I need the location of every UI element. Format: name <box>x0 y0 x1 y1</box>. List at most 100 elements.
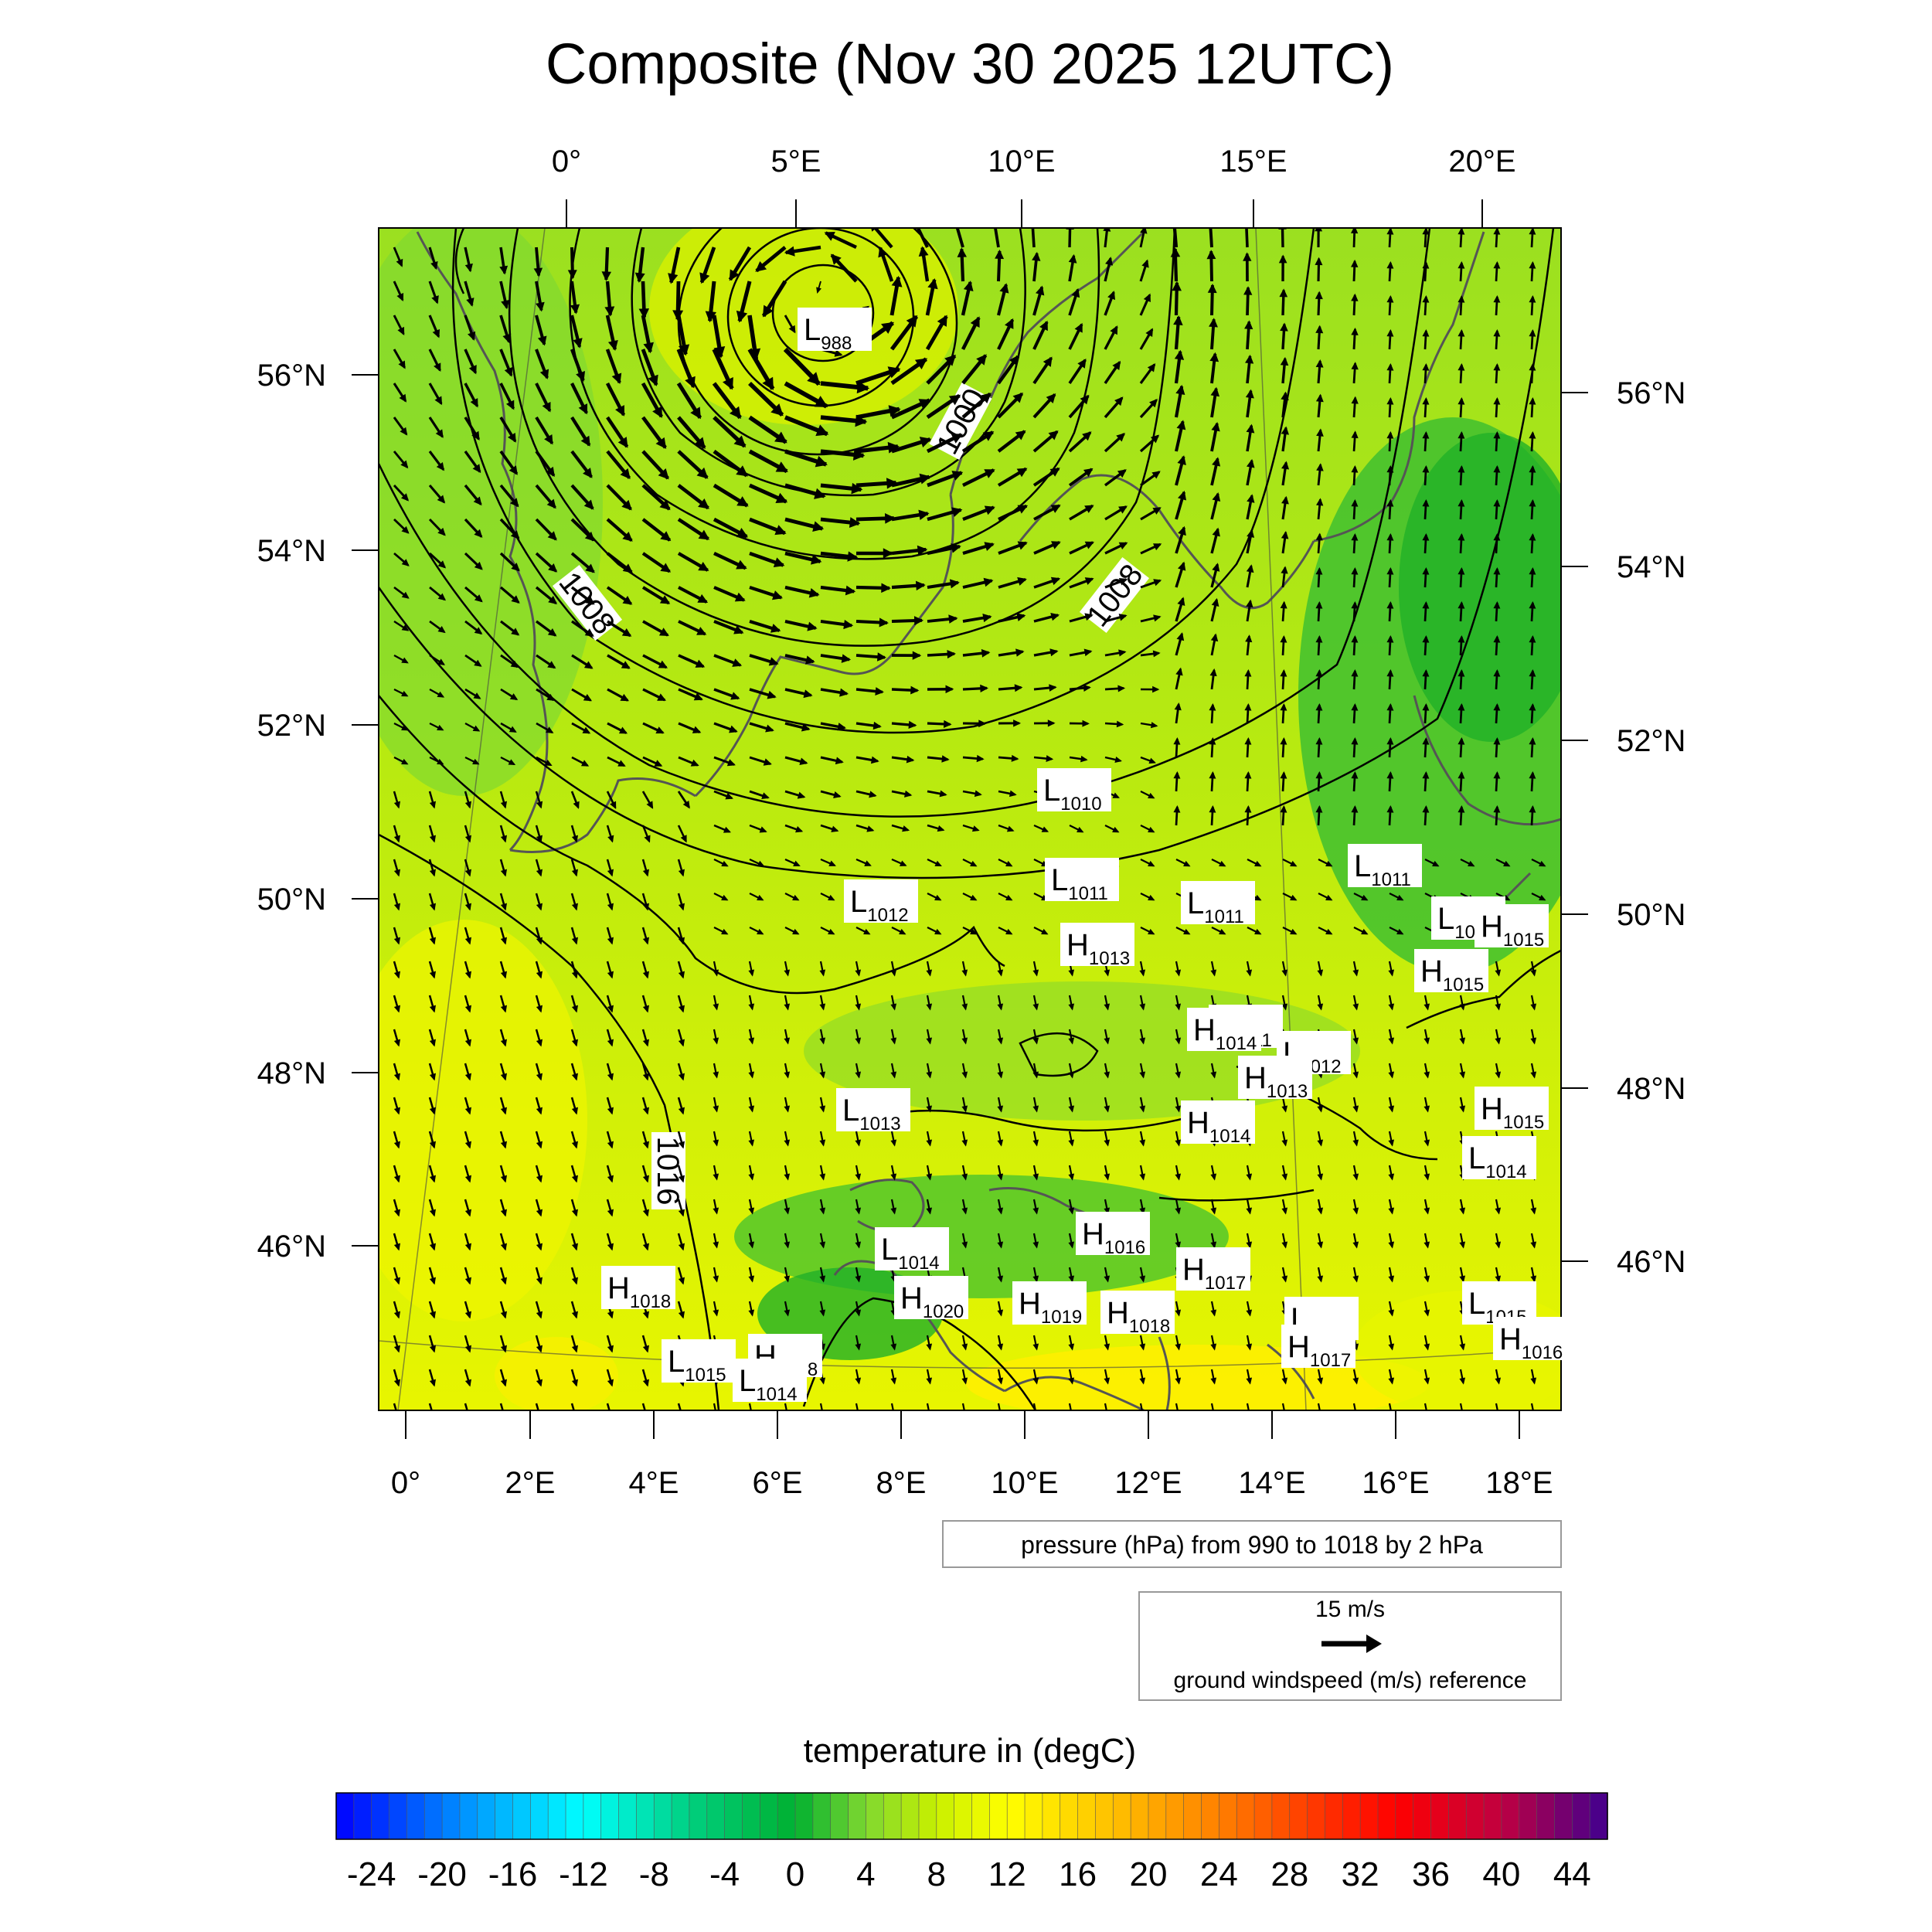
wind-arrowhead <box>1041 826 1049 832</box>
wind-arrowhead <box>1432 860 1440 867</box>
wind-arrowhead <box>1493 498 1501 507</box>
colorbar-cell <box>583 1792 602 1840</box>
wind-arrowhead <box>1351 498 1359 507</box>
wind-arrowhead <box>646 801 654 809</box>
wind-arrowhead <box>394 1413 400 1421</box>
wind-arrowhead <box>1458 804 1465 813</box>
wind-arrowhead <box>1317 1377 1324 1385</box>
wind-arrowhead <box>1246 1309 1253 1317</box>
wind-arrowhead <box>1210 1343 1217 1351</box>
wind-arrowhead <box>984 505 995 515</box>
wind-arrowhead <box>393 869 400 877</box>
wind-arrowhead <box>1423 1241 1430 1249</box>
wind-arrowhead <box>1316 463 1324 471</box>
wind-arrowhead <box>643 1413 649 1421</box>
wind-arrowhead <box>1351 634 1359 643</box>
bottom-lon-label: 16°E <box>1362 1466 1429 1500</box>
wind-arrowhead <box>890 1139 897 1147</box>
wind-arrowhead <box>831 825 839 832</box>
wind-arrowhead <box>1316 498 1324 506</box>
wind-arrowhead <box>1047 719 1056 727</box>
wind-arrowhead <box>393 1005 400 1013</box>
wind-arrowhead <box>1351 804 1359 813</box>
wind-arrowhead <box>1386 634 1394 643</box>
wind-arrowhead <box>583 661 594 669</box>
wind-arrowhead <box>1173 770 1181 779</box>
wind-arrowhead <box>816 287 821 294</box>
wind-arrowhead <box>748 969 755 977</box>
wind-arrowhead <box>1422 430 1430 439</box>
wind-arrowhead <box>890 1412 896 1419</box>
wind-arrowhead <box>401 657 409 664</box>
wind-arrowhead <box>1032 1207 1039 1215</box>
pressure-center-label: H1018 <box>1100 1291 1175 1337</box>
wind-arrowhead <box>1211 597 1219 607</box>
wind-arrowhead <box>1212 492 1221 502</box>
wind-arrowhead <box>1246 969 1253 977</box>
wind-arrowhead <box>1351 600 1359 609</box>
wind-arrowhead <box>819 1377 826 1385</box>
wind-arrowhead <box>1317 1105 1324 1113</box>
wind-arrowhead <box>733 435 747 447</box>
wind-arrowhead <box>659 595 671 604</box>
colorbar-tick-label: 40 <box>1482 1855 1520 1893</box>
pressure-center-label: H1015 <box>1475 904 1549 951</box>
wind-arrowhead <box>1084 613 1094 621</box>
wind-arrowhead <box>812 521 825 532</box>
wind-arrowhead <box>1104 1173 1111 1181</box>
wind-arrowhead <box>890 1071 897 1079</box>
wind-arrowhead <box>1210 1173 1217 1181</box>
wind-arrowhead <box>432 328 440 338</box>
wind-arrowhead <box>1468 860 1475 867</box>
wind-arrowhead <box>997 1105 1004 1113</box>
wind-arrowhead <box>1210 1377 1217 1385</box>
wind-arrowhead <box>1139 1037 1146 1045</box>
wind-arrowhead <box>997 1241 1004 1249</box>
pressure-center-label: L1011 <box>1348 844 1422 890</box>
wind-arrowhead <box>1280 322 1288 332</box>
wind-arrowhead <box>1147 362 1156 372</box>
wind-arrowhead <box>1068 1003 1075 1011</box>
wind-arrowhead <box>536 801 543 809</box>
wind-arrowhead <box>696 627 707 635</box>
colorbar-cell <box>918 1792 937 1840</box>
wind-arrowhead <box>573 338 583 349</box>
wind-arrowhead <box>1116 433 1126 442</box>
wind-arrowhead <box>970 860 978 867</box>
wind-arrowhead <box>642 1311 649 1319</box>
wind-arrowhead <box>755 260 767 272</box>
wind-arrow <box>855 1403 859 1410</box>
wind-arrowhead <box>1352 969 1359 977</box>
wind-arrowhead <box>984 542 995 552</box>
wind-arrowhead <box>730 692 740 700</box>
pressure-center-label: L1014 <box>733 1359 807 1405</box>
wind-arrow <box>1317 1403 1321 1410</box>
wind-arrowhead <box>682 800 690 809</box>
wind-arrowhead <box>1386 260 1394 269</box>
wind-arrowhead <box>1529 634 1536 643</box>
wind-arrowhead <box>582 726 591 734</box>
wind-arrowhead <box>607 1345 614 1353</box>
wind-arrowhead <box>1530 1275 1537 1283</box>
wind-arrowhead <box>952 216 961 226</box>
wind-arrowhead <box>536 1209 543 1217</box>
wind-arrowhead <box>622 563 633 573</box>
wind-arrowhead <box>775 492 788 503</box>
wind-arrowhead <box>1068 1173 1075 1181</box>
wind-arrowhead <box>464 1277 471 1285</box>
wind-arrowhead <box>997 1071 1004 1079</box>
wind-arrowhead <box>729 725 738 733</box>
wind-arrowhead <box>1104 1105 1111 1113</box>
wind-arrowhead <box>1112 360 1121 370</box>
wind-arrowhead <box>607 1209 614 1217</box>
wind-arrowhead <box>658 660 668 668</box>
right-lat-label: 48°N <box>1617 1072 1685 1106</box>
wind-arrowhead <box>642 937 649 945</box>
wind-arrowhead <box>607 1379 614 1387</box>
wind-arrowhead <box>604 306 615 317</box>
colorbar-cell <box>1448 1792 1468 1840</box>
wind-arrowhead <box>437 527 446 536</box>
wind-arrowhead <box>546 726 554 733</box>
wind-arrowhead <box>1281 495 1289 505</box>
pressure-center-label: L1011 <box>1181 881 1255 927</box>
